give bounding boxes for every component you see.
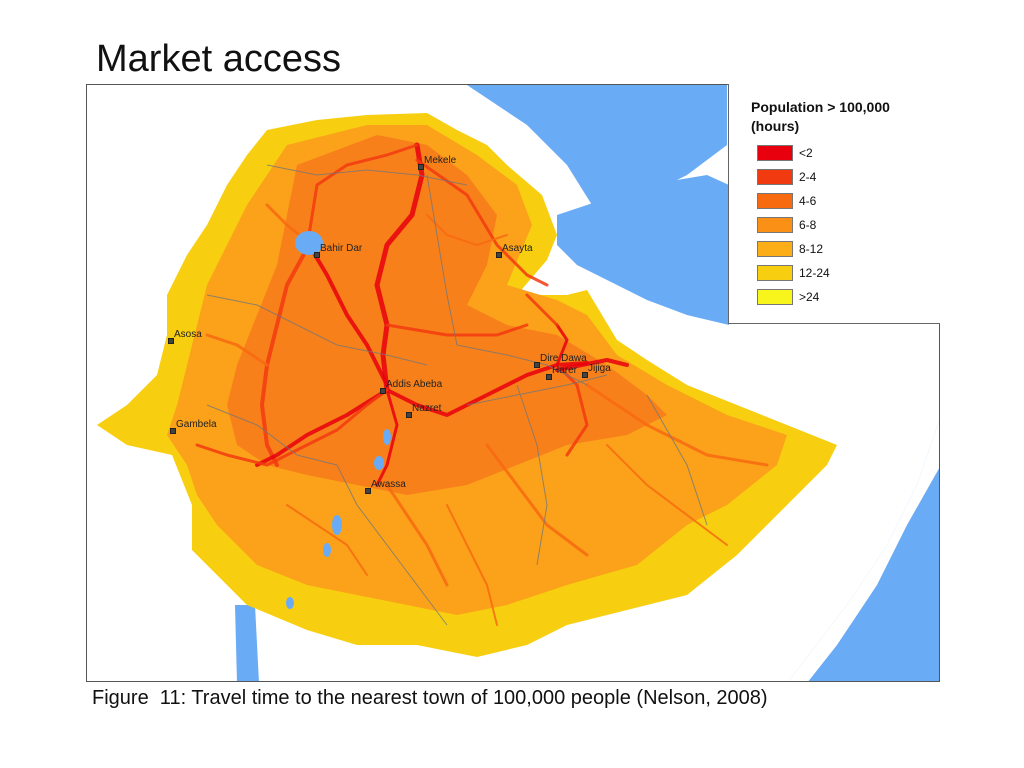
city-marker (314, 252, 320, 258)
city-label: Jijiga (588, 363, 611, 374)
road-line (385, 483, 449, 587)
road-line (385, 323, 529, 337)
legend-item: 8-12 (757, 240, 823, 258)
legend-item: 6-8 (757, 216, 816, 234)
legend-label: 12-24 (799, 266, 830, 280)
road-line (205, 333, 269, 367)
legend-item: <2 (757, 144, 813, 162)
city-label: Awassa (371, 479, 406, 490)
road-line (555, 358, 629, 372)
rift-lake-3-water (332, 515, 342, 535)
road-line (415, 158, 549, 287)
deep-orange-region (227, 135, 667, 495)
legend-swatch (757, 217, 793, 233)
legend-label: 2-4 (799, 170, 817, 184)
road-line (255, 388, 389, 467)
city-marker (546, 374, 552, 380)
legend-label: >24 (799, 290, 820, 304)
gulf-of-aden-water (557, 175, 729, 325)
road-line (195, 388, 389, 467)
road-line (374, 142, 425, 393)
road-line (525, 293, 559, 327)
legend-swatch (757, 241, 793, 257)
city-label: Dire Dawa (540, 353, 587, 364)
city-marker (170, 428, 176, 434)
road-line (426, 214, 508, 246)
slide-title: Market access (96, 38, 341, 80)
ethiopia-travel-time-map: Mekele Bahir Dar Asayta Asosa Dire DawaHarer… (97, 85, 939, 681)
lake-tana-water (295, 231, 323, 255)
legend-label: 6-8 (799, 218, 817, 232)
city-label: Asosa (174, 329, 202, 340)
road-line (606, 444, 728, 546)
road-line (585, 383, 769, 467)
city-label: Harer (552, 365, 578, 376)
city-label: Asayta (502, 243, 533, 254)
legend-swatch (757, 193, 793, 209)
city-marker (365, 488, 371, 494)
city-label: Addis Abeba (386, 379, 443, 390)
legend-swatch (757, 289, 793, 305)
city-markers: Mekele Bahir Dar Asayta Asosa Dire DawaHarer… (168, 155, 611, 494)
city-label: Bahir Dar (320, 243, 363, 254)
rift-lake-1-water (383, 429, 391, 445)
city-label: Nazret (412, 403, 442, 414)
city-marker (168, 338, 174, 344)
southwest-lake-water (235, 605, 259, 681)
rift-lake-4-water (323, 543, 331, 557)
city-marker (418, 164, 424, 170)
legend-item: 4-6 (757, 192, 816, 210)
map-legend: Population > 100,000 (hours) <2 2-4 4-6 6-8… (728, 84, 940, 324)
city-marker (582, 372, 588, 378)
legend-title: Population > 100,000 (hours) (751, 99, 890, 134)
legend-swatch (757, 169, 793, 185)
road-line (286, 504, 368, 576)
city-marker (534, 362, 540, 368)
city-marker (406, 412, 412, 418)
city-marker (496, 252, 502, 258)
legend-item: 2-4 (757, 168, 816, 186)
indian-ocean-water (788, 420, 939, 681)
road-network (195, 142, 769, 626)
city-label: Gambela (176, 419, 217, 430)
legend-label: <2 (799, 146, 813, 160)
road-line (446, 504, 498, 626)
southern-lake-water (286, 597, 294, 609)
road-line (485, 443, 589, 557)
legend-item: 12-24 (757, 264, 830, 282)
legend-item: >24 (757, 288, 819, 306)
legend-swatch (757, 145, 793, 161)
legend-swatch (757, 265, 793, 281)
figure-caption: Figure 11: Travel time to the nearest to… (92, 687, 768, 709)
regional-borders (206, 164, 708, 626)
road-line (307, 143, 419, 237)
road-line (555, 323, 569, 367)
legend-label: 8-12 (799, 242, 824, 256)
rift-lake-2-water (374, 456, 384, 470)
legend-label: 4-6 (799, 194, 817, 208)
city-marker (380, 388, 386, 394)
road-line (307, 243, 389, 387)
road-line (375, 388, 399, 487)
city-label: Mekele (424, 155, 457, 166)
